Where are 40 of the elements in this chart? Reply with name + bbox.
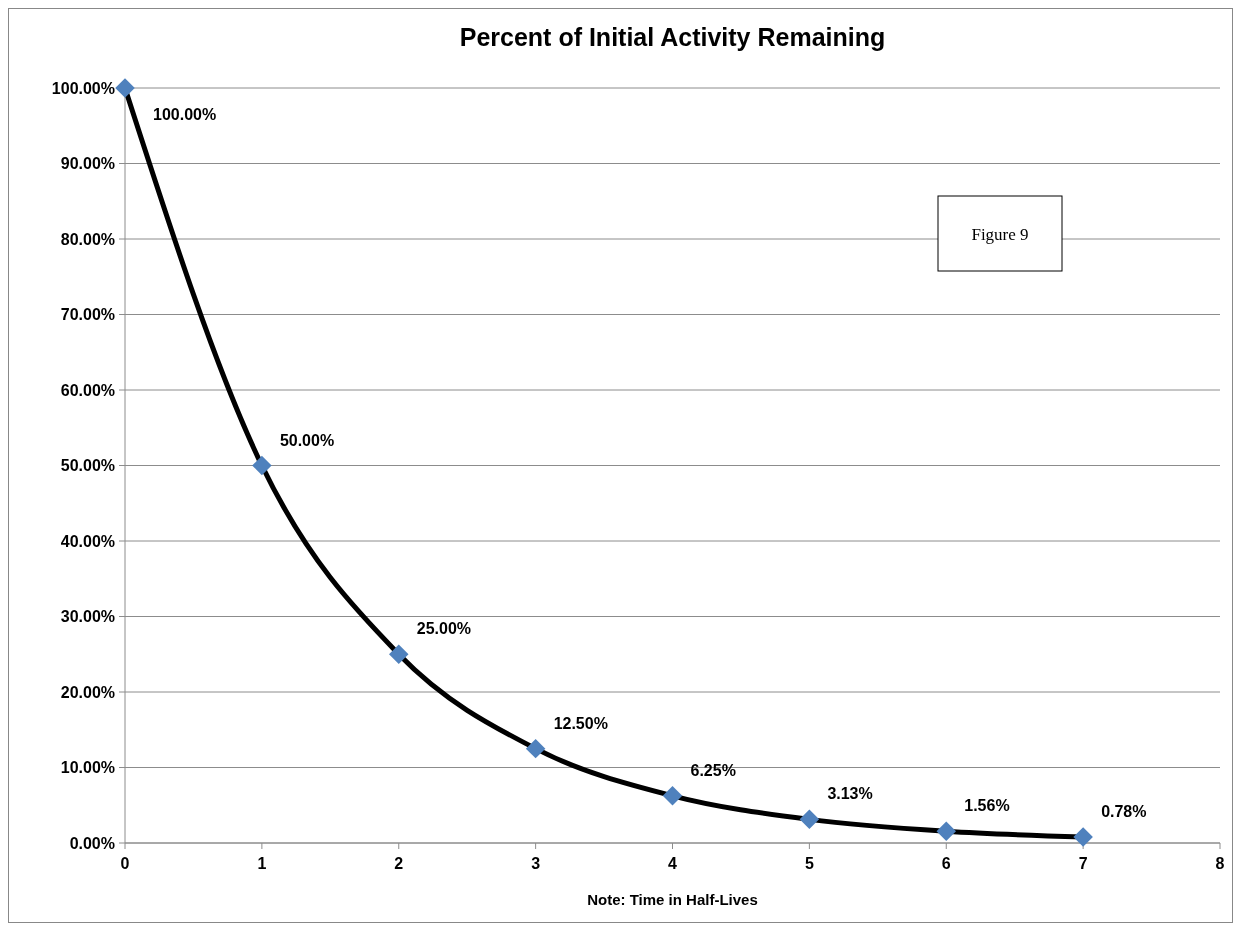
y-tick-label: 80.00%: [60, 230, 115, 248]
y-tick-label: 0.00%: [69, 834, 115, 852]
text-box: Figure 9: [937, 195, 1063, 272]
y-tick-label: 70.00%: [60, 306, 115, 324]
y-tick-label: 100.00%: [51, 79, 115, 97]
x-tick-label: 4: [668, 855, 678, 872]
y-tick-label: 40.00%: [60, 532, 115, 550]
point: [799, 809, 820, 830]
y-tick-label: 20.00%: [60, 683, 115, 701]
data-label: 50.00%: [279, 431, 335, 449]
data-label: 25.00%: [416, 620, 472, 638]
y-tick-label: 60.00%: [60, 381, 115, 399]
y-tick-label: 30.00%: [60, 608, 115, 626]
point: [525, 738, 546, 759]
x-tick-label: 5: [804, 855, 814, 872]
data-label: 100.00%: [153, 106, 217, 123]
annotation: Figure 9: [971, 224, 1029, 244]
data-label: 6.25%: [690, 761, 736, 779]
x-tick-label: 0: [120, 855, 130, 872]
data-label: 0.78%: [1101, 803, 1147, 821]
x-tick-label: 8: [1215, 855, 1225, 872]
point: [662, 786, 683, 806]
point: [252, 455, 272, 476]
chart-title: Percent of Initial Activity Remaining: [459, 23, 886, 51]
x-tick-label: 7: [1078, 855, 1088, 872]
point: [936, 821, 956, 841]
x-tick-label: 6: [941, 855, 951, 872]
x-tick-label: 2: [394, 855, 404, 872]
y-tick-label: 90.00%: [60, 155, 115, 173]
data-label: 3.13%: [827, 785, 873, 803]
data-label: 12.50%: [553, 714, 608, 732]
point: [389, 644, 409, 664]
y-tick-label: 10.00%: [60, 759, 115, 777]
x-tick-label: 3: [531, 855, 541, 872]
y-tick-label: 50.00%: [60, 457, 115, 475]
x-tick-label: 1: [257, 855, 267, 872]
data-label: 1.56%: [964, 797, 1010, 815]
point: [1073, 827, 1093, 847]
x-axis-title: Note: Time in Half-Lives: [587, 891, 758, 908]
point: [115, 78, 135, 98]
